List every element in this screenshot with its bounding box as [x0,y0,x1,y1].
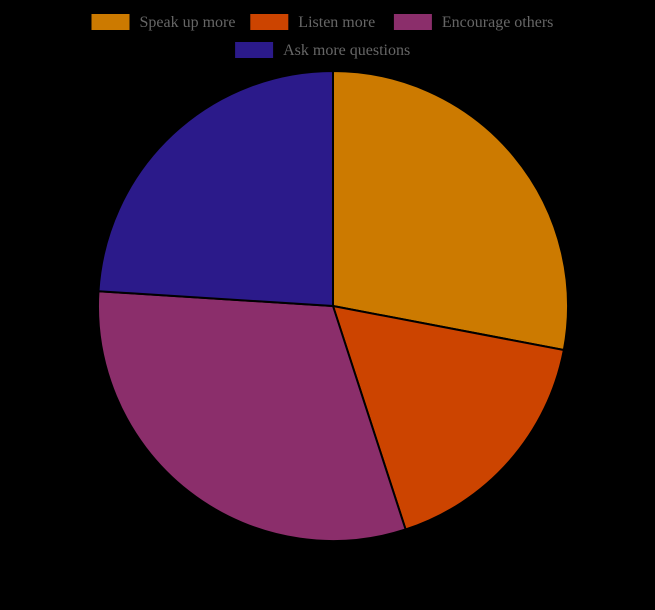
pie-slice-encourage-others[interactable] [97,290,407,542]
legend-item-encourage-others[interactable]: Encourage others [393,14,554,31]
legend-swatch-ask-more-questions [235,42,274,58]
legend-item-ask-more-questions[interactable]: Ask more questions [235,42,410,59]
pie-slice-ask-more-questions[interactable] [97,69,334,308]
pie-slice-speak-up-more[interactable] [332,69,569,352]
chart-legend: Speak up more Listen more Encourage others… [91,14,554,59]
legend-swatch-speak-up-more [91,14,130,30]
legend-swatch-listen-more [250,14,289,30]
legend-label-ask-more-questions: Ask more questions [283,42,410,59]
pie-slice-listen-more[interactable] [331,304,566,531]
legend-item-listen-more[interactable]: Listen more [250,14,375,31]
pie-slices [97,69,569,542]
legend-label-speak-up-more: Speak up more [140,14,236,31]
legend-item-speak-up-more[interactable]: Speak up more [91,14,236,31]
legend-swatch-encourage-others [393,14,432,30]
legend-label-encourage-others: Encourage others [442,14,554,31]
legend-label-listen-more: Listen more [298,14,375,31]
